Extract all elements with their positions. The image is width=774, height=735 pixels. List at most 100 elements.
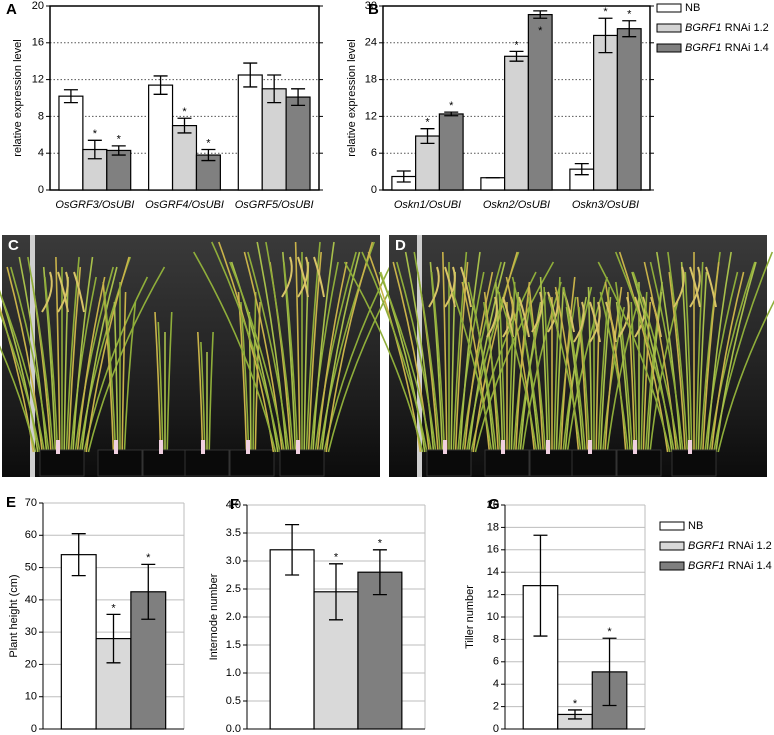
plant-leaf: [543, 286, 551, 453]
plant-leaf: [697, 271, 708, 453]
error-bar: [598, 17, 613, 54]
plant-panicle: [531, 291, 543, 333]
plant-leaf: [294, 241, 301, 453]
significance-marker: *: [573, 698, 578, 710]
plant-panicle: [297, 256, 309, 298]
plant-panicle: [705, 266, 717, 308]
plant-leaf: [519, 301, 542, 453]
plant-leaf: [247, 251, 290, 453]
plant-leaf: [562, 286, 586, 453]
y-axis-label: Internode number: [208, 573, 220, 660]
plant-leaf: [252, 291, 257, 453]
chart: F Internode number 0.0 0.5 1.0 1.5 2.0 2.5 3.0 3.…: [208, 496, 426, 735]
bar: [527, 13, 553, 191]
plant-leaf: [715, 261, 757, 453]
pot: [484, 449, 530, 477]
plant-leaf: [656, 251, 682, 453]
plant-leaf: [63, 276, 69, 453]
plant-leaf: [463, 271, 494, 453]
legend-label: NB: [688, 520, 703, 532]
plant-leaf: [70, 276, 97, 453]
plant-panicle: [57, 271, 69, 313]
y-tick-label: 3.5: [226, 527, 241, 539]
plant-leaf: [708, 261, 756, 453]
plant-panicle: [589, 301, 601, 343]
significance-marker: *: [449, 100, 454, 112]
pot-tag: [246, 440, 250, 454]
plant-leaf: [211, 241, 281, 453]
plant-leaf: [498, 291, 506, 453]
bar: [60, 554, 97, 730]
pot: [142, 449, 188, 477]
plant-leaf: [361, 251, 428, 453]
panel-label: A: [6, 1, 17, 18]
plant-leaf: [396, 261, 437, 453]
y-tick-label: 30: [365, 0, 377, 12]
plant-leaf: [303, 261, 310, 453]
plant-leaf: [597, 261, 671, 453]
panel-label: D: [395, 237, 406, 254]
plant-leaf: [404, 251, 435, 453]
significance-marker: *: [111, 602, 116, 614]
plant-panicle: [57, 271, 69, 313]
pot-tag: [688, 440, 692, 454]
bar: [58, 95, 84, 191]
plant-panicle: [281, 256, 293, 298]
plant-leaf: [461, 281, 491, 453]
legend-swatch: [659, 521, 685, 531]
plant-leaf: [606, 296, 641, 453]
plant-leaf: [527, 296, 547, 453]
y-tick-label: 0.0: [226, 723, 241, 735]
y-tick-label: 0.5: [226, 695, 241, 707]
y-tick-label: 20: [32, 0, 44, 12]
plant-leaf: [630, 301, 638, 453]
plant-leaf: [615, 301, 631, 453]
plant-leaf: [461, 261, 502, 453]
significance-marker: *: [514, 39, 519, 51]
y-tick-label: 20: [487, 499, 499, 511]
plant-panicle: [618, 296, 630, 338]
y-tick-label: 40: [25, 594, 37, 606]
plant-leaf: [81, 266, 118, 453]
error-bar: [574, 162, 589, 176]
y-tick-label: 0: [371, 184, 377, 196]
plant-leaf: [113, 301, 119, 453]
plant-leaf: [668, 271, 686, 453]
plant-leaf: [312, 241, 335, 453]
bar: [357, 571, 403, 730]
bar: [480, 177, 506, 191]
y-tick-label: 12: [365, 110, 377, 122]
plant-leaf: [643, 261, 678, 453]
panel-label: F: [230, 496, 239, 513]
plant-leaf: [76, 276, 106, 453]
y-tick-label: 50: [25, 561, 37, 573]
plant-panicle: [689, 266, 701, 308]
plant-leaf: [27, 256, 54, 453]
plant-leaf: [378, 271, 433, 453]
plant-leaf: [256, 241, 288, 453]
error-bar: [141, 563, 156, 620]
legend-swatch: [659, 561, 685, 571]
y-tick-label: 8: [38, 110, 44, 122]
plant-panicle: [589, 301, 601, 343]
plant-leaf: [483, 301, 502, 453]
plant-leaf: [649, 261, 684, 453]
photo: [0, 235, 411, 477]
bar: [148, 84, 174, 191]
pot: [39, 449, 85, 477]
error-bar: [444, 111, 459, 117]
y-tick-label: 16: [487, 544, 499, 556]
error-bar: [533, 534, 548, 637]
error-bar: [63, 89, 78, 104]
y-tick-label: 16: [32, 37, 44, 49]
pot-tag: [296, 440, 300, 454]
legend-swatch: [656, 43, 682, 53]
plant-leaf: [457, 271, 485, 453]
chart: E Plant height (cm) 0 10 20 30 40 50 60 70 * *: [6, 494, 185, 735]
error-bar: [372, 549, 387, 596]
error-bar: [285, 523, 300, 576]
significance-marker: *: [93, 128, 98, 140]
y-tick-label: 2.5: [226, 583, 241, 595]
y-tick-label: 30: [25, 626, 37, 638]
bar: [269, 549, 315, 730]
